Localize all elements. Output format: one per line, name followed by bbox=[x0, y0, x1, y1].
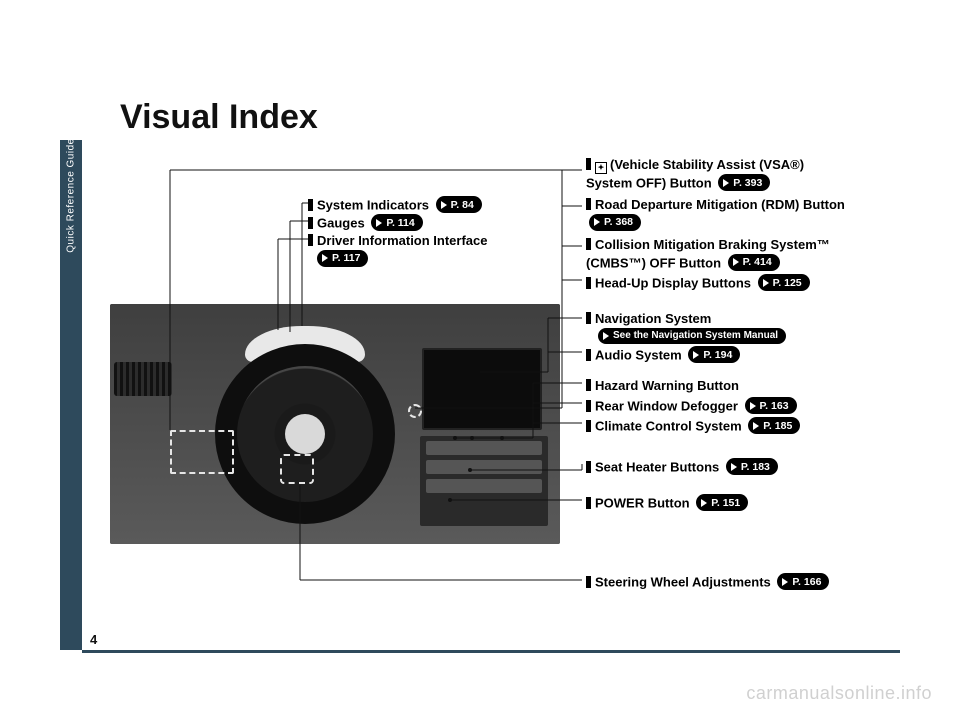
label-text: Navigation System bbox=[595, 311, 711, 326]
label-text: Head-Up Display Buttons bbox=[595, 276, 751, 291]
label-hazard: Hazard Warning Button bbox=[586, 377, 739, 395]
vsa-icon: ✦ bbox=[595, 162, 607, 174]
watermark: carmanualsonline.info bbox=[746, 683, 932, 704]
page-ref-pill[interactable]: P. 117 bbox=[317, 250, 368, 267]
page-ref-pill[interactable]: See the Navigation System Manual bbox=[598, 328, 786, 345]
label-driver-info: Driver Information Interface P. 117 bbox=[308, 232, 528, 268]
page-ref-pill[interactable]: P. 84 bbox=[436, 196, 482, 213]
label-text: Driver Information Interface bbox=[317, 233, 488, 248]
label-text: Audio System bbox=[595, 348, 682, 363]
label-text: System Indicators bbox=[317, 198, 429, 213]
page-number: 4 bbox=[90, 632, 97, 647]
page-ref-pill[interactable]: P. 163 bbox=[745, 397, 797, 414]
label-steering-adjust: Steering Wheel Adjustments P. 166 bbox=[586, 573, 829, 591]
label-seat-heater: Seat Heater Buttons P. 183 bbox=[586, 458, 778, 476]
label-text: Steering Wheel Adjustments bbox=[595, 575, 771, 590]
page-ref-pill[interactable]: P. 368 bbox=[589, 214, 641, 231]
label-text: Climate Control System bbox=[595, 419, 742, 434]
page-ref-pill[interactable]: P. 183 bbox=[726, 458, 778, 475]
label-text: Rear Window Defogger bbox=[595, 399, 738, 414]
label-vsa-off: ✦(Vehicle Stability Assist (VSA®) System… bbox=[586, 156, 846, 192]
page-ref-pill[interactable]: P. 185 bbox=[748, 417, 800, 434]
label-audio: Audio System P. 194 bbox=[586, 346, 740, 364]
label-hud-buttons: Head-Up Display Buttons P. 125 bbox=[586, 274, 810, 292]
label-cmbs: Collision Mitigation Braking System™ (CM… bbox=[586, 236, 876, 272]
page-title: Visual Index bbox=[120, 98, 318, 137]
page-ref-pill[interactable]: P. 194 bbox=[688, 346, 740, 363]
label-text: Road Departure Mitigation (RDM) Button bbox=[595, 197, 845, 212]
label-text: Seat Heater Buttons bbox=[595, 460, 719, 475]
page-ref-pill[interactable]: P. 114 bbox=[371, 214, 422, 231]
dashboard-illustration bbox=[110, 304, 560, 544]
label-text: Hazard Warning Button bbox=[595, 378, 739, 393]
label-text: Gauges bbox=[317, 216, 365, 231]
label-defogger: Rear Window Defogger P. 163 bbox=[586, 397, 797, 415]
side-tab-label: Quick Reference Guide bbox=[66, 138, 77, 252]
page-ref-pill[interactable]: P. 414 bbox=[728, 254, 780, 271]
label-climate: Climate Control System P. 185 bbox=[586, 417, 800, 435]
page-ref-pill[interactable]: P. 125 bbox=[758, 274, 810, 291]
page-ref-pill[interactable]: P. 151 bbox=[696, 494, 748, 511]
label-gauges: Gauges P. 114 bbox=[308, 214, 423, 232]
footer-rule bbox=[82, 650, 900, 653]
label-power-button: POWER Button P. 151 bbox=[586, 494, 748, 512]
label-system-indicators: System Indicators P. 84 bbox=[308, 196, 482, 214]
label-text: POWER Button bbox=[595, 496, 690, 511]
page-ref-pill[interactable]: P. 166 bbox=[777, 573, 829, 590]
label-text: (Vehicle Stability Assist (VSA®) System … bbox=[586, 157, 804, 191]
label-text: Collision Mitigation Braking System™ (CM… bbox=[586, 237, 830, 270]
label-rdm: Road Departure Mitigation (RDM) Button P… bbox=[586, 196, 846, 232]
page-ref-pill[interactable]: P. 393 bbox=[718, 174, 770, 191]
label-navigation: Navigation System See the Navigation Sys… bbox=[586, 310, 866, 345]
side-tab: Quick Reference Guide bbox=[60, 140, 82, 650]
